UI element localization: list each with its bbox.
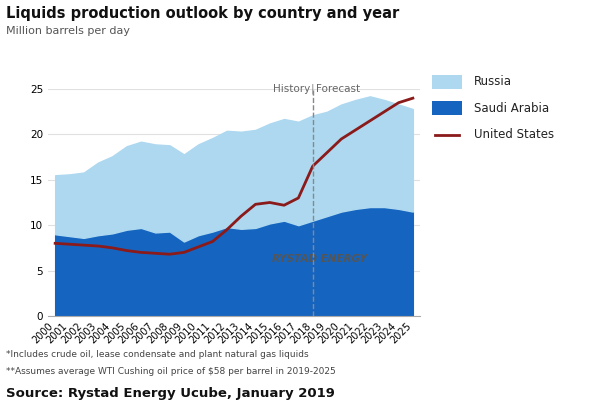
Text: |: |	[311, 83, 314, 94]
Text: Million barrels per day: Million barrels per day	[6, 26, 130, 36]
Text: **Assumes average WTI Cushing oil price of $58 per barrel in 2019-2025: **Assumes average WTI Cushing oil price …	[6, 367, 336, 375]
Text: Saudi Arabia: Saudi Arabia	[474, 102, 549, 115]
Text: RYSTAD ENERGY: RYSTAD ENERGY	[272, 254, 367, 264]
Text: Liquids production outlook by country and year: Liquids production outlook by country an…	[6, 6, 399, 21]
Text: Forecast: Forecast	[316, 84, 359, 94]
Text: History: History	[272, 84, 310, 94]
Text: *Includes crude oil, lease condensate and plant natural gas liquids: *Includes crude oil, lease condensate an…	[6, 350, 308, 359]
Text: United States: United States	[474, 128, 554, 141]
Text: Source: Rystad Energy Ucube, January 2019: Source: Rystad Energy Ucube, January 201…	[6, 387, 335, 400]
Text: Russia: Russia	[474, 75, 512, 88]
